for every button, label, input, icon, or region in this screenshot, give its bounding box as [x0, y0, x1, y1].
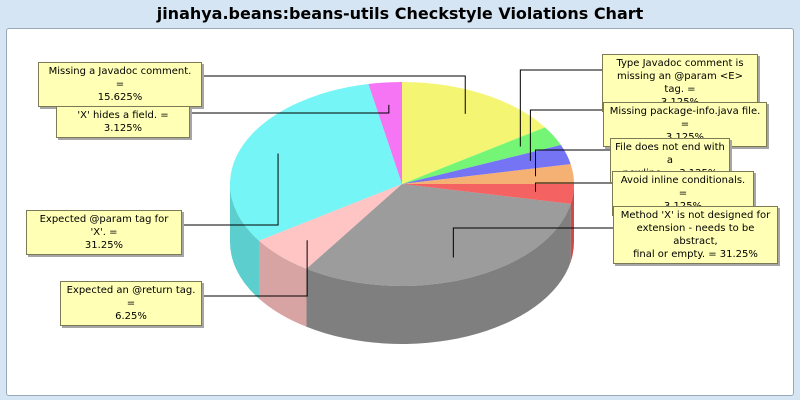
label-hides-field: 'X' hides a field. = 3.125% [56, 106, 190, 138]
leader-line-0 [202, 75, 466, 114]
chart-title: jinahya.beans:beans-utils Checkstyle Vio… [156, 4, 644, 23]
pie-slice-3 [402, 164, 574, 184]
label-missing-javadoc: Missing a Javadoc comment. = 15.625% [38, 62, 202, 107]
pie-slice-7 [230, 83, 402, 241]
leader-line-5 [452, 227, 613, 258]
leader-line-7 [182, 153, 279, 226]
pie-side-6 [258, 240, 307, 327]
leader-line-6 [202, 240, 308, 297]
leader-line-1 [519, 69, 602, 147]
pie-slice-8 [368, 82, 402, 184]
pie-slice-2 [402, 144, 571, 184]
pie-slice-6 [258, 184, 402, 269]
leader-line-2 [529, 109, 603, 161]
label-return-tag: Expected an @return tag. = 6.25% [60, 281, 202, 326]
pie-slice-4 [402, 184, 574, 204]
pie-side-4 [570, 184, 574, 262]
pie-slice-5 [306, 184, 571, 286]
leader-line-4 [535, 182, 612, 192]
pie-slice-0 [402, 82, 546, 184]
leader-line-8 [190, 104, 390, 114]
pie-side-7 [230, 184, 259, 299]
pie-side-5 [306, 203, 571, 344]
label-param-tag: Expected @param tag for 'X'. = 31.25% [26, 210, 182, 255]
label-method-ext: Method 'X' is not designed for extension… [613, 206, 778, 264]
pie-slice-1 [402, 127, 561, 184]
leader-line-3 [535, 149, 610, 177]
